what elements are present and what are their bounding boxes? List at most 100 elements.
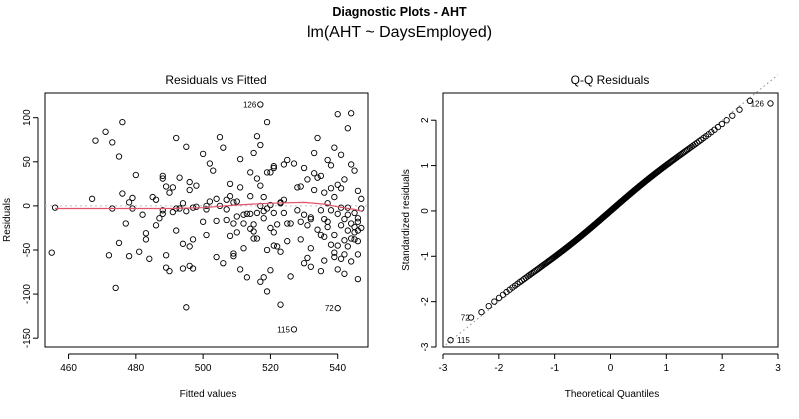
rvf-point <box>186 186 193 194</box>
rvf-point <box>263 246 271 254</box>
qq-plot-frame <box>442 92 779 348</box>
rvf-point <box>189 265 197 272</box>
rvf-point <box>159 172 166 180</box>
qq-point <box>478 309 485 316</box>
qq-point <box>718 120 726 128</box>
rvf-point <box>260 215 267 222</box>
rvf-point <box>115 239 123 247</box>
rvf-point <box>297 218 304 225</box>
rvf-point <box>240 245 247 252</box>
rvf-point <box>334 111 341 118</box>
rvf-point <box>247 210 254 217</box>
rvf-point <box>351 229 358 236</box>
qq-diagonal-line <box>445 74 779 346</box>
rvf-point <box>334 181 341 188</box>
rvf-point <box>250 221 257 228</box>
rvf-point <box>257 101 264 108</box>
rvf-point <box>260 193 267 201</box>
qq-point <box>767 100 774 107</box>
qq-point <box>467 314 475 321</box>
rvf-point <box>331 144 338 151</box>
rvf-point <box>125 253 133 260</box>
qq-point <box>491 298 498 305</box>
rvf-x-tick-label: 500 <box>195 363 212 374</box>
rvf-point <box>314 174 321 181</box>
rvf-point-label: 72 <box>325 304 334 313</box>
qq-x-tick-label: 1 <box>664 363 670 374</box>
rvf-point <box>189 236 197 243</box>
rvf-point <box>226 232 234 240</box>
rvf-point <box>344 243 351 250</box>
rvf-point <box>216 133 224 141</box>
rvf-y-tick-label: -150 <box>22 328 33 348</box>
qq-point <box>729 112 736 119</box>
rvf-point <box>348 235 355 242</box>
rvf-point <box>263 205 271 212</box>
rvf-point <box>247 169 254 176</box>
rvf-point <box>297 236 304 243</box>
rvf-point <box>203 231 210 239</box>
rvf-point <box>327 241 335 248</box>
rvf-lowess-line <box>55 201 362 212</box>
rvf-point <box>243 274 251 281</box>
qq-x-tick-label: 0 <box>608 363 614 374</box>
qq-y-label: Standardized residuals <box>401 169 412 271</box>
qq-y-tick-label: 0 <box>420 208 431 214</box>
rvf-y-tick-label: 50 <box>22 156 33 168</box>
rvf-point <box>270 163 277 170</box>
rvf-point <box>230 253 237 260</box>
qq-annotations: 115 72 126 <box>457 99 764 345</box>
rvf-point <box>263 118 271 126</box>
rvf-point <box>311 149 318 157</box>
rvf-point <box>253 209 261 217</box>
rvf-y-tick-label: 100 <box>22 109 33 126</box>
rvf-point <box>226 180 234 187</box>
rvf-point <box>173 227 180 234</box>
rvf-point <box>226 193 234 200</box>
rvf-point <box>139 211 146 218</box>
qq-point <box>714 123 722 131</box>
rvf-point <box>280 209 288 217</box>
rvf-point <box>233 198 240 205</box>
qq-y-tick-label: -1 <box>420 251 431 260</box>
rvf-point <box>206 198 214 205</box>
rvf-y-tick-label: 0 <box>22 203 33 209</box>
qq-point <box>746 97 754 104</box>
rvf-point <box>142 230 150 237</box>
rvf-point <box>203 206 210 213</box>
rvf-point <box>166 268 173 275</box>
figure-title: Diagnostic Plots - AHT <box>332 5 467 19</box>
qq-x-tick-label: -3 <box>439 363 448 374</box>
rvf-point <box>199 150 207 158</box>
rvf-point <box>162 252 170 259</box>
rvf-point <box>331 253 338 261</box>
rvf-point <box>102 128 109 135</box>
rvf-point <box>317 268 325 275</box>
rvf-point <box>122 220 129 227</box>
qq-point <box>447 337 454 344</box>
rvf-point <box>233 229 240 236</box>
rvf-point <box>348 220 355 227</box>
rvf-point <box>142 236 150 243</box>
rvf-point <box>236 155 244 163</box>
rvf-point <box>307 214 314 221</box>
rvf-point <box>317 207 325 214</box>
rvf-point <box>257 141 264 149</box>
rvf-point <box>166 189 173 196</box>
qq-x-label: Theoretical Quantiles <box>565 389 660 400</box>
rvf-point <box>213 253 220 261</box>
rvf-point <box>199 218 207 225</box>
rvf-point <box>186 178 193 186</box>
rvf-point <box>183 143 190 150</box>
rvf-point <box>277 301 284 308</box>
qq-point <box>495 294 503 302</box>
rvf-point <box>280 161 288 168</box>
rvf-point <box>203 202 210 210</box>
qq-point-label: 72 <box>461 314 470 323</box>
rvf-point <box>324 200 331 207</box>
qq-point <box>736 106 743 113</box>
qq-y-tick-label: 2 <box>420 117 431 123</box>
rvf-point <box>270 209 277 217</box>
rvf-point <box>240 220 247 227</box>
rvf-point <box>334 210 341 217</box>
